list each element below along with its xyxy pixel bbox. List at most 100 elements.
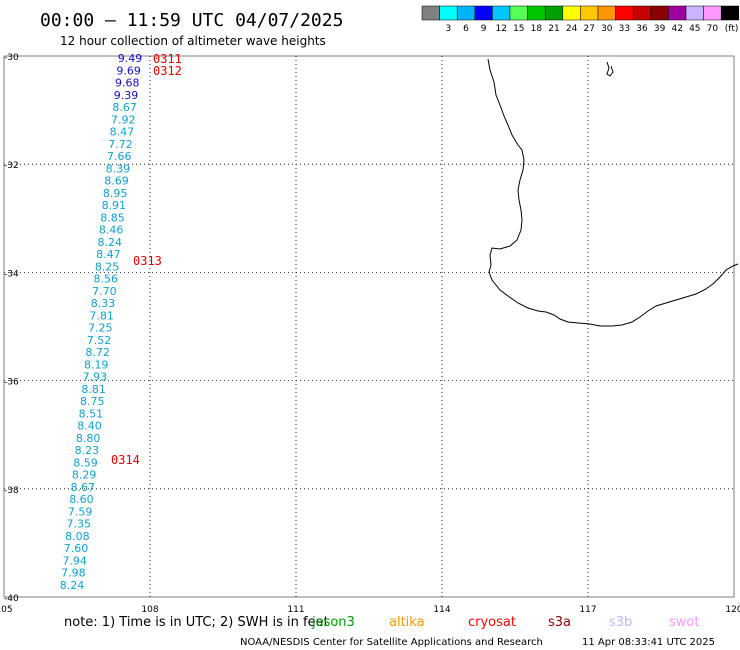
wave-height-value: 8.80 xyxy=(76,432,101,445)
lat-tick-label: -40 xyxy=(4,594,19,604)
legend-swatch xyxy=(650,5,669,21)
satellite-name: s3b xyxy=(609,615,632,630)
wave-height-value: 7.66 xyxy=(107,150,132,163)
wave-height-value: 9.39 xyxy=(114,89,139,102)
lat-tick-label: -32 xyxy=(4,161,19,171)
wave-height-value: 7.92 xyxy=(111,113,136,126)
legend-swatch xyxy=(720,5,740,21)
wave-height-value: 8.24 xyxy=(98,236,123,249)
legend-label: 70 xyxy=(707,24,719,34)
legend-swatch xyxy=(421,5,440,21)
legend-label: 42 xyxy=(671,24,682,34)
wave-height-value: 8.24 xyxy=(60,579,85,592)
legend-unit: (ft) xyxy=(725,24,739,34)
legend-swatch xyxy=(439,5,458,21)
wave-height-value: 8.95 xyxy=(103,187,128,200)
satellite-name: s3a xyxy=(548,615,571,630)
legend-swatch xyxy=(685,5,704,21)
footer-credit: NOAA/NESDIS Center for Satellite Applica… xyxy=(240,637,543,648)
altimeter-track: 9.499.699.689.398.677.928.477.727.668.39… xyxy=(60,52,182,592)
wave-height-value: 8.67 xyxy=(71,481,96,494)
wave-height-value: 8.69 xyxy=(104,175,129,188)
lat-lon-grid: -30 -32 -34 -36 -38 -40105 108 111 114 117 120 xyxy=(0,53,740,615)
plot-frame xyxy=(3,55,735,598)
time-label: 0312 xyxy=(153,64,182,78)
color-legend: 3 6 9 12 15 18 21 24 27 30 33 36 39 42 45 70 (ft) xyxy=(421,5,740,34)
legend-label: 30 xyxy=(601,24,613,34)
lat-tick-label: -34 xyxy=(4,269,19,279)
wave-height-value: 8.47 xyxy=(110,126,135,139)
legend-label: 27 xyxy=(583,24,594,34)
lon-tick-label: 105 xyxy=(0,605,13,615)
legend-label: 6 xyxy=(463,24,469,34)
island-outline xyxy=(606,61,614,77)
wave-height-value: 7.25 xyxy=(88,322,113,335)
wave-height-value: 8.47 xyxy=(96,248,121,261)
footer-timestamp: 11 Apr 08:33:41 UTC 2025 xyxy=(582,637,715,648)
time-label: 0313 xyxy=(133,254,162,268)
wave-height-value: 7.94 xyxy=(62,554,87,567)
legend-label: 45 xyxy=(689,24,700,34)
wave-height-value: 7.59 xyxy=(68,505,93,518)
legend-label: 21 xyxy=(548,24,559,34)
legend-swatch xyxy=(597,5,616,21)
satellite-name: swot xyxy=(669,615,699,630)
legend-swatch xyxy=(544,5,564,21)
wave-height-value: 9.69 xyxy=(116,64,141,77)
legend-swatch xyxy=(580,5,599,21)
wave-height-value: 8.72 xyxy=(85,346,110,359)
wave-height-value: 7.98 xyxy=(61,567,86,580)
time-label: 0311 xyxy=(153,52,182,66)
legend-label: 39 xyxy=(654,24,666,34)
legend-label: 12 xyxy=(495,24,506,34)
legend-label: 24 xyxy=(566,24,578,34)
wave-height-value: 9.68 xyxy=(115,77,140,90)
wave-height-value: 8.81 xyxy=(81,383,106,396)
legend-swatch xyxy=(456,5,476,21)
legend-swatch xyxy=(562,5,581,21)
satellite-legend: jason3 altika cryosat s3a s3b swot xyxy=(311,615,699,630)
wave-height-value: 7.93 xyxy=(83,371,108,384)
legend-label: 36 xyxy=(636,24,648,34)
legend-swatch xyxy=(668,5,687,21)
legend-label: 18 xyxy=(531,24,543,34)
legend-swatch xyxy=(509,5,528,21)
coastline xyxy=(487,58,739,327)
wave-height-value: 8.08 xyxy=(65,530,90,543)
lon-tick-label: 111 xyxy=(287,605,304,615)
wave-height-value: 8.91 xyxy=(102,199,127,212)
legend-swatch xyxy=(527,5,546,21)
wave-height-value: 8.60 xyxy=(69,493,94,506)
satellite-name: jason3 xyxy=(311,615,355,630)
wave-height-value: 8.33 xyxy=(91,297,116,310)
wave-height-value: 8.75 xyxy=(80,395,105,408)
wave-height-value: 8.67 xyxy=(112,101,137,114)
legend-swatch xyxy=(474,5,493,21)
lat-tick-label: -30 xyxy=(4,53,19,63)
wave-height-value: 8.40 xyxy=(77,420,102,433)
wave-height-value: 7.70 xyxy=(92,285,117,298)
wave-height-value: 8.25 xyxy=(95,260,120,273)
lon-tick-label: 120 xyxy=(725,605,740,615)
map-subtitle: 12 hour collection of altimeter wave hei… xyxy=(60,34,326,48)
map-title: 00:00 – 11:59 UTC 04/07/2025 xyxy=(40,10,343,31)
wave-height-value: 7.35 xyxy=(66,518,91,531)
wave-height-value: 8.85 xyxy=(100,211,125,224)
wave-height-value: 8.23 xyxy=(75,444,100,457)
legend-swatch xyxy=(615,5,634,21)
lon-tick-label: 114 xyxy=(433,605,450,615)
legend-label: 33 xyxy=(619,24,630,34)
time-label: 0314 xyxy=(111,453,140,467)
lon-tick-label: 117 xyxy=(579,605,596,615)
legend-label: 3 xyxy=(446,24,452,34)
legend-label: 15 xyxy=(513,24,524,34)
legend-swatch xyxy=(703,5,722,21)
wave-height-value: 8.59 xyxy=(73,456,98,469)
wave-height-value: 8.39 xyxy=(106,162,131,175)
lat-tick-label: -38 xyxy=(4,486,19,496)
lat-tick-label: -36 xyxy=(4,378,19,388)
legend-label: 9 xyxy=(481,24,487,34)
legend-swatch xyxy=(492,5,511,21)
wave-height-value: 7.60 xyxy=(64,542,89,555)
